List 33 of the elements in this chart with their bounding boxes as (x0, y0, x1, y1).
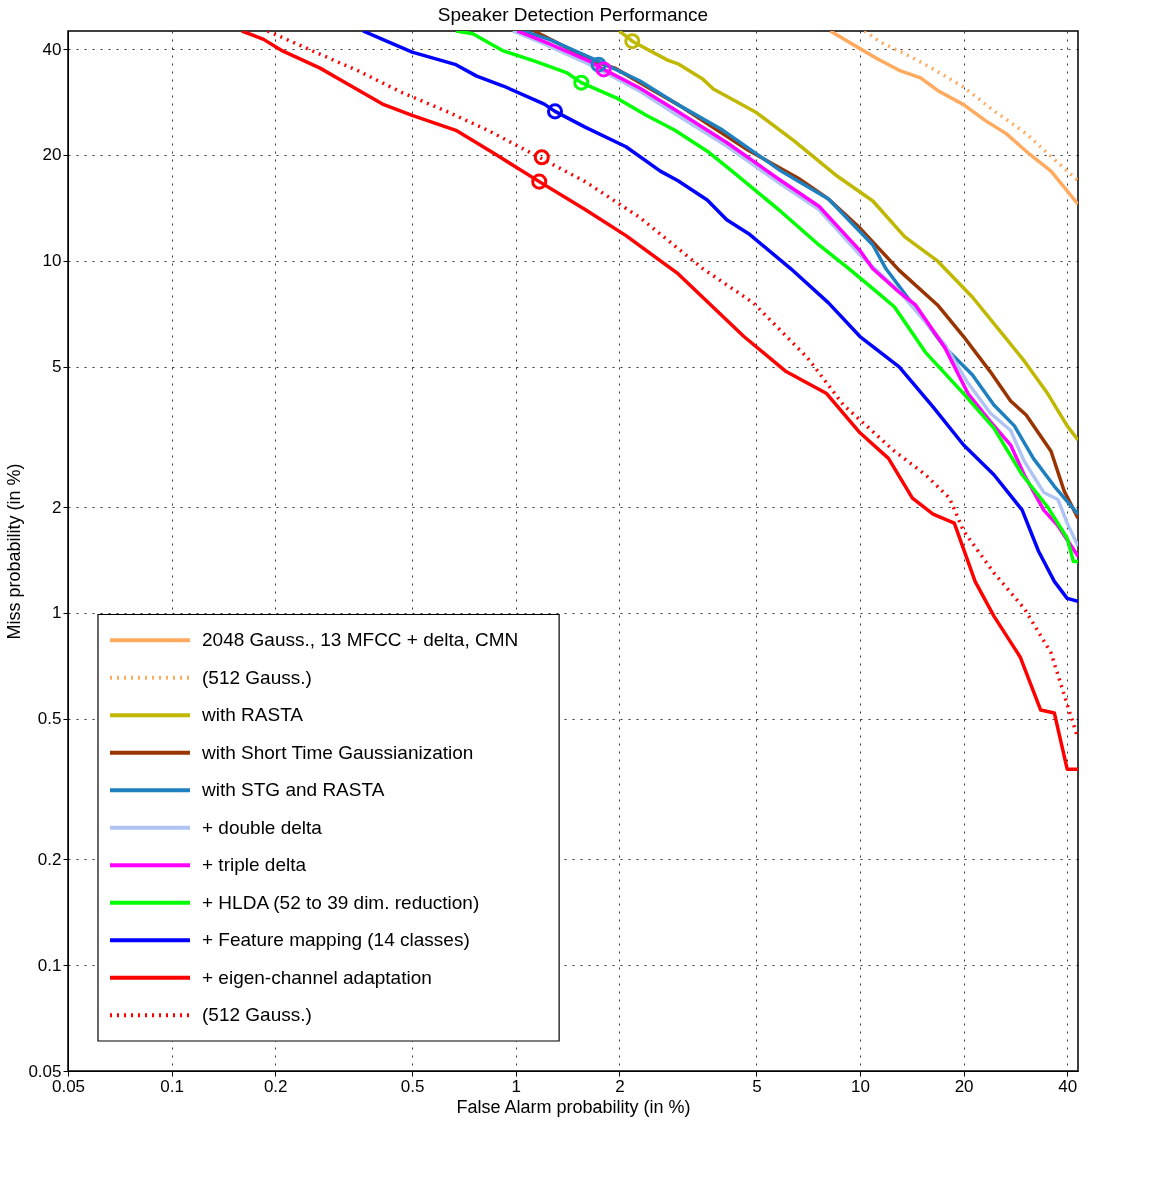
legend-label: + double delta (202, 816, 323, 838)
y-tick-label: 20 (42, 145, 62, 165)
legend-label: + HLDA (52 to 39 dim. reduction) (202, 891, 480, 913)
legend-label: (512 Gauss.) (202, 666, 312, 688)
y-tick-label: 10 (42, 251, 62, 271)
legend-label: 2048 Gauss., 13 MFCC + delta, CMN (202, 629, 519, 651)
x-tick-label: 2 (615, 1076, 625, 1096)
y-tick-label: 0.5 (37, 709, 62, 729)
y-tick-label: 2 (52, 497, 62, 517)
legend-label: with Short Time Gaussianization (201, 741, 474, 763)
y-tick-label: 0.05 (28, 1061, 62, 1081)
x-tick-label: 1 (511, 1076, 522, 1096)
legend-label: + triple delta (202, 854, 307, 876)
y-tick-label: 40 (42, 39, 62, 59)
x-tick-label: 0.2 (263, 1076, 288, 1096)
chart-title: Speaker Detection Performance (437, 3, 709, 25)
x-tick-label: 10 (851, 1076, 870, 1096)
legend-label: + eigen-channel adaptation (202, 966, 432, 988)
x-tick-label: 0.5 (400, 1076, 425, 1096)
x-tick-label: 40 (1058, 1076, 1078, 1096)
y-axis-title: Miss probability (in %) (4, 463, 25, 640)
y-tick-label: 0.2 (37, 849, 62, 869)
y-tick-label: 1 (52, 603, 62, 623)
legend-label: (512 Gauss.) (202, 1004, 312, 1026)
legend-label: with RASTA (201, 704, 304, 726)
y-tick-label: 0.1 (37, 955, 62, 975)
x-tick-label: 0.1 (160, 1076, 184, 1096)
x-tick-label: 5 (752, 1076, 762, 1096)
y-tick-label: 5 (52, 357, 62, 377)
legend-label: with STG and RASTA (201, 779, 385, 801)
legend-label: + Feature mapping (14 classes) (202, 929, 470, 951)
x-axis-title: False Alarm probability (in %) (456, 1096, 691, 1117)
x-tick-label: 20 (954, 1076, 974, 1096)
